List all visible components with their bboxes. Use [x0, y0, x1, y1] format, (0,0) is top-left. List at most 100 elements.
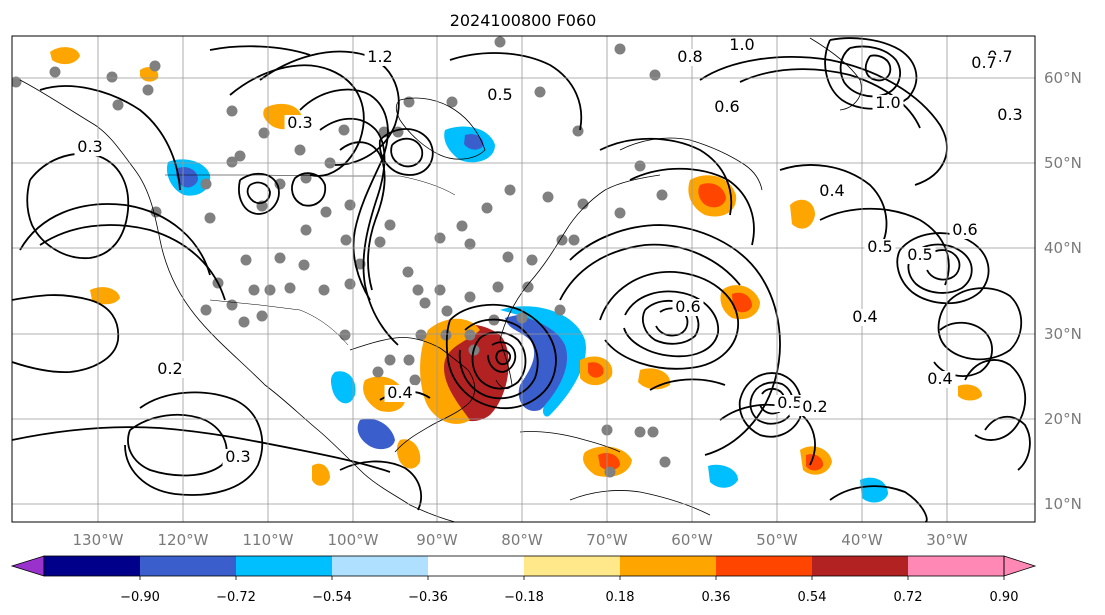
station-marker	[464, 291, 476, 303]
station-marker	[274, 178, 286, 190]
station-marker	[412, 284, 424, 296]
shade-mexico-orange	[396, 439, 421, 469]
station-marker	[234, 150, 246, 162]
contour-label: 0.3	[287, 113, 312, 132]
contour-line	[824, 37, 918, 110]
station-marker	[522, 281, 534, 293]
longitude-label: 120°W	[158, 531, 209, 549]
contour-label: 0.4	[387, 383, 412, 402]
station-marker	[372, 366, 384, 378]
colorbar-tick-label: 0.54	[798, 590, 827, 605]
contour-label: 0.4	[927, 369, 952, 388]
station-marker	[284, 282, 296, 294]
station-marker	[374, 236, 386, 248]
colorbar-tick-label: 0.36	[702, 590, 731, 605]
station-marker	[577, 198, 589, 210]
station-marker	[634, 426, 646, 438]
latitude-label: 20°N	[1044, 410, 1082, 428]
map-frame	[11, 35, 1036, 523]
station-marker	[656, 189, 668, 201]
station-marker	[106, 71, 118, 83]
contour-label: 0.6	[952, 220, 977, 239]
shade-hurricane-orange	[420, 318, 480, 424]
station-marker	[464, 329, 476, 341]
shade-atl-orange-2	[790, 199, 815, 229]
shade-ne-orange	[50, 47, 80, 65]
contour-label-bg	[799, 399, 831, 416]
contour-label-bg	[484, 87, 516, 104]
station-marker	[384, 354, 396, 366]
contour-label-bg	[711, 99, 743, 116]
contour-label-bg	[154, 361, 186, 378]
shade-hurricane-blue	[505, 314, 576, 411]
station-marker	[402, 266, 414, 278]
colorbar-extend-high	[1003, 555, 1037, 577]
contour-line	[458, 318, 539, 400]
station-marker	[604, 466, 616, 478]
contour-line	[12, 426, 391, 473]
station-marker	[264, 284, 276, 296]
station-marker	[434, 232, 446, 244]
colorbar-segment	[908, 556, 1004, 576]
colorbar-segment	[140, 556, 236, 576]
shade-pacific-blue	[330, 371, 356, 404]
contour-label-bg	[674, 49, 706, 66]
station-marker	[294, 144, 306, 156]
coast-canada-east	[619, 137, 763, 191]
contour-label: 1.2	[367, 47, 392, 66]
station-marker	[554, 304, 566, 316]
longitude-label: 130°W	[73, 531, 124, 549]
station-marker	[238, 316, 250, 328]
coastlines	[19, 37, 862, 522]
contour-line	[127, 413, 228, 477]
contour-line	[926, 249, 961, 281]
station-marker	[556, 234, 568, 246]
contour-label-bg	[364, 49, 396, 66]
colorbar-segment	[812, 556, 908, 576]
station-marker	[456, 220, 468, 232]
station-marker	[409, 374, 421, 386]
contour-line	[495, 349, 512, 366]
shade-west-orange	[90, 287, 120, 305]
station-marker	[542, 191, 554, 203]
contour-label: 0.6	[714, 97, 739, 116]
contour-label: 0.2	[157, 359, 182, 378]
colorbar-tick-label: −0.18	[504, 590, 544, 605]
contour-line	[779, 164, 888, 256]
contour-line	[569, 224, 781, 456]
station-marker	[568, 234, 580, 246]
contour-label-bg	[924, 371, 956, 388]
station-marker	[572, 125, 584, 137]
colorbar-tick-label: 0.90	[990, 590, 1019, 605]
station-marker	[298, 259, 310, 271]
station-marker	[634, 160, 646, 172]
shade-trop-blue	[860, 477, 888, 503]
colorbar-segment	[44, 556, 140, 576]
station-marker	[274, 252, 286, 264]
contour-label: 0.3	[225, 447, 250, 466]
latitude-label: 10°N	[1044, 495, 1082, 513]
contour-label: 0.5	[487, 85, 512, 104]
contour-label-bg	[994, 107, 1026, 124]
contour-label: 0.5	[777, 393, 802, 412]
station-markers	[12, 36, 671, 478]
station-marker	[649, 69, 661, 81]
contour-label-bg	[849, 309, 881, 326]
station-marker	[258, 127, 270, 139]
border-us-mexico	[209, 299, 349, 346]
station-marker	[481, 202, 493, 214]
contour-labels: 1.21.00.8 0.70.60.50.40.30.21.00.70.60.50…	[74, 36, 1026, 466]
contour-line	[291, 172, 327, 207]
contour-line	[649, 378, 726, 391]
colorbar-tick-label: −0.90	[120, 590, 160, 605]
shade-se-orange	[312, 463, 330, 486]
border-us-canada	[165, 174, 456, 196]
contour-label-bg	[384, 385, 416, 402]
longitude-label: 40°W	[841, 531, 883, 549]
contour-line	[238, 172, 280, 215]
station-marker	[112, 99, 124, 111]
latitude-label: 30°N	[1044, 325, 1082, 343]
station-marker	[464, 238, 476, 250]
shade-bc-darkblue	[176, 167, 198, 188]
contour-line	[487, 341, 517, 373]
